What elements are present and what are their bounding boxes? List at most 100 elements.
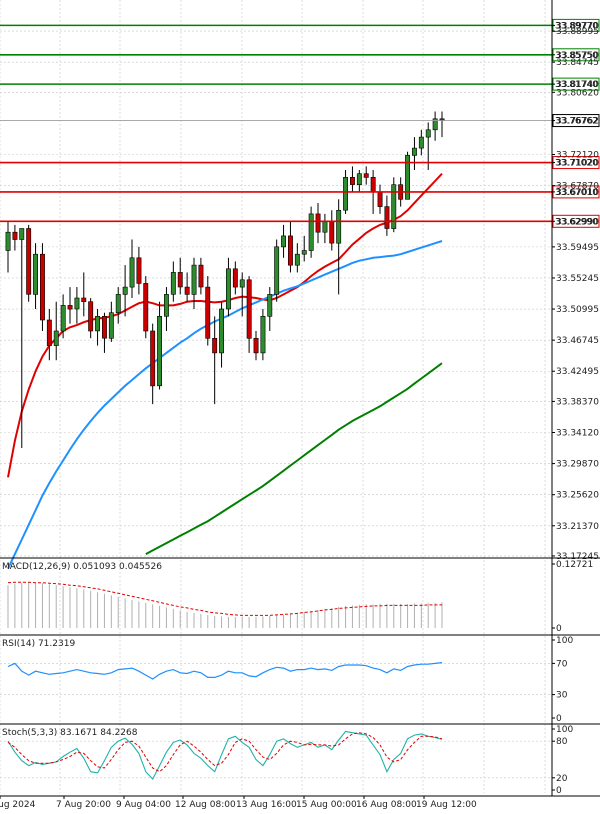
level-price-label: 33.81740 (555, 80, 598, 90)
moving-average-line (145, 362, 443, 555)
candle-body[interactable] (432, 118, 438, 131)
candle-body[interactable] (157, 315, 162, 387)
candle-body[interactable] (370, 177, 376, 193)
candle-body[interactable] (384, 206, 390, 229)
rsi-tick-label: 30 (556, 691, 568, 701)
candle-body[interactable] (281, 235, 286, 248)
candle-body[interactable] (439, 118, 445, 121)
candle-body[interactable] (12, 231, 18, 240)
candle-body[interactable] (391, 184, 397, 229)
candle-body[interactable] (301, 250, 307, 255)
candle-body[interactable] (102, 315, 107, 339)
candle-body[interactable] (226, 268, 231, 310)
macd-signal-line (7, 581, 442, 616)
candle-body[interactable] (46, 319, 52, 346)
macd-tick-label: 0.12721 (556, 560, 593, 570)
candle-body[interactable] (356, 173, 362, 185)
candle-body[interactable] (74, 297, 80, 310)
candle-body[interactable] (60, 305, 66, 332)
candle-body[interactable] (294, 253, 300, 266)
candle-body[interactable] (205, 286, 211, 339)
candle-body[interactable] (177, 272, 183, 288)
price-tick-label: 33.67870 (556, 182, 599, 192)
candle-body[interactable] (239, 279, 245, 288)
candle-body[interactable] (81, 297, 87, 303)
candle-body[interactable] (336, 210, 342, 244)
candle-body[interactable] (425, 129, 431, 138)
candle-body[interactable] (53, 330, 59, 346)
stoch-tick-label: 100 (556, 725, 573, 735)
candle-body[interactable] (150, 330, 156, 387)
price-tick-label: 33.21370 (556, 522, 599, 532)
candle-body[interactable] (164, 294, 169, 317)
candle-body[interactable] (405, 155, 410, 200)
candle-body[interactable] (115, 294, 121, 313)
chart-frame (0, 0, 600, 797)
candle-body[interactable] (129, 257, 135, 288)
candle-body[interactable] (67, 305, 73, 310)
candle-body[interactable] (322, 220, 328, 233)
rsi-tick-label: 100 (556, 636, 573, 646)
chart-grid (0, 0, 552, 793)
candle-body[interactable] (198, 264, 204, 288)
candle-body[interactable] (191, 264, 197, 295)
candle-body[interactable] (274, 246, 280, 295)
candle-body[interactable] (329, 220, 335, 244)
price-tick-label: 33.67010 (556, 188, 599, 198)
candle-body[interactable] (363, 173, 369, 178)
candle-body[interactable] (26, 228, 32, 295)
rsi-tick-label: 0 (556, 714, 562, 724)
candle-body[interactable] (246, 279, 252, 339)
candle-body[interactable] (19, 228, 25, 240)
candle-body[interactable] (143, 283, 149, 332)
candle-body[interactable] (287, 235, 293, 266)
candle-body[interactable] (219, 308, 224, 354)
candle-body[interactable] (122, 286, 128, 295)
candle-body[interactable] (377, 191, 383, 207)
candle-body[interactable] (184, 286, 190, 295)
price-tick-label: 33.42495 (556, 367, 599, 377)
stoch-label: Stoch(5,3,3) 83.1671 84.2268 (2, 728, 138, 738)
candle-body[interactable] (95, 315, 101, 332)
candle-body[interactable] (260, 315, 266, 354)
candle-body[interactable] (253, 337, 259, 354)
candle-body[interactable] (232, 268, 238, 288)
candle-body[interactable] (33, 253, 39, 295)
price-tick-label: 33.62990 (556, 217, 599, 227)
price-tick-label: 33.85750 (556, 51, 599, 61)
candle-body[interactable] (308, 213, 314, 251)
candle-body[interactable] (212, 337, 218, 354)
candle-body[interactable] (343, 177, 348, 211)
time-tick-label: 13 Aug 16:00 (236, 800, 297, 810)
candle-body[interactable] (170, 272, 176, 295)
stoch-tick-label: 80 (556, 737, 568, 747)
candle-body[interactable] (39, 253, 45, 321)
candle-body[interactable] (411, 147, 417, 156)
candle-body[interactable] (349, 177, 355, 185)
time-tick-label: 7 Aug 20:00 (56, 800, 111, 810)
stoch-tick-label: 20 (556, 774, 568, 784)
candle-body[interactable] (418, 136, 424, 149)
support-resistance-levels: 33.89770 33.85750 33.81740 33.71020 33.67010… (0, 18, 600, 228)
level-price-label: 33.71020 (555, 159, 598, 169)
candle-body[interactable] (108, 312, 114, 339)
candle-body[interactable] (136, 257, 142, 284)
price-tick-label: 33.81740 (556, 80, 599, 90)
price-tick-label: 33.71020 (556, 159, 599, 169)
price-pane[interactable] (5, 111, 445, 570)
candle-body[interactable] (88, 301, 94, 332)
candle-body[interactable] (5, 231, 11, 251)
price-tick-label: 33.80620 (556, 88, 599, 98)
price-tick-label: 33.59495 (556, 243, 599, 253)
moving-average-line (7, 240, 443, 570)
price-tick-label: 33.17245 (556, 552, 599, 562)
rsi-label: RSI(14) 71.2319 (2, 639, 75, 649)
price-tick-label: 33.34120 (556, 429, 599, 439)
candle-body[interactable] (267, 294, 273, 317)
level-price-label: 33.62990 (555, 217, 598, 227)
level-price-label: 33.67010 (555, 188, 598, 198)
level-price-label: 33.89770 (555, 21, 598, 31)
rsi-line (7, 662, 443, 680)
candle-body[interactable] (315, 213, 321, 233)
